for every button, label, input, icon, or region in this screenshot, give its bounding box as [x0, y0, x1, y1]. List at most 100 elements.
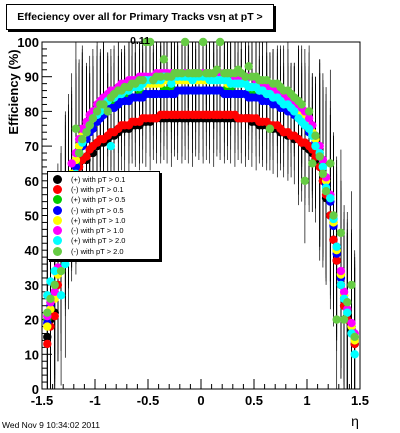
data-point-series-1 — [82, 152, 91, 161]
y-tick-label: 10 — [25, 347, 39, 362]
data-point-series-5 — [339, 287, 349, 297]
data-point-series-7 — [194, 69, 204, 78]
legend-entry: (-) with pT > 1.0 — [51, 225, 156, 236]
data-point-series-7 — [56, 266, 66, 276]
data-point-series-1 — [50, 311, 59, 321]
data-point-series-6 — [304, 124, 314, 133]
data-point-series-7 — [332, 315, 341, 324]
data-point-series-7 — [336, 228, 346, 238]
y-tick-label: 70 — [25, 139, 39, 154]
x-tick-label: -0.5 — [137, 393, 159, 408]
x-axis-label: η — [351, 413, 359, 429]
data-point-series-6 — [326, 193, 335, 203]
legend-marker — [53, 184, 62, 194]
data-point-series-7 — [92, 107, 102, 116]
data-point-series-7 — [321, 187, 331, 196]
legend-label: (+) with pT > 0.1 — [71, 174, 126, 184]
legend-label: (-) with pT > 1.0 — [71, 226, 124, 236]
data-point-series-5 — [50, 287, 59, 297]
legend-entry: (+) with pT > 2.0 — [51, 236, 156, 246]
legend-marker — [53, 205, 62, 215]
data-point-series-7 — [241, 72, 250, 81]
data-point-series-7 — [103, 107, 112, 116]
data-point-series-7 — [304, 107, 314, 116]
data-point-series-7 — [265, 124, 275, 133]
data-point-series-0 — [43, 332, 52, 342]
y-tick-labels: 0 10 20 30 40 50 60 70 80 90 100 — [17, 35, 39, 397]
data-point-series-7 — [212, 65, 222, 74]
legend-label: (-) with pT > 2.0 — [71, 246, 124, 256]
data-point-series-7 — [244, 62, 253, 71]
data-point-series-6 — [343, 308, 352, 317]
data-point-series-6 — [167, 79, 176, 88]
data-point-series-7 — [350, 332, 359, 342]
x-tick-label: -1.5 — [31, 393, 53, 408]
data-point-series-7 — [99, 100, 108, 109]
data-point-series-6 — [311, 141, 320, 151]
chart-title: Effeciency over all for Primary Tracks v… — [6, 4, 274, 47]
legend-marker — [53, 226, 62, 236]
legend-label: (+) with pT > 0.5 — [71, 195, 126, 205]
data-point-series-7 — [46, 294, 55, 303]
data-point-series-7 — [311, 131, 320, 140]
x-tick-label: 1.5 — [351, 393, 369, 408]
legend-label: (+) with pT > 1.0 — [71, 215, 126, 225]
legend-label: (+) with pT > 2.0 — [71, 236, 126, 246]
legend-label: (-) with pT > 0.1 — [71, 184, 124, 194]
data-point-series-5 — [347, 318, 356, 328]
y-tick-label: 40 — [25, 243, 39, 258]
y-tick-label: 20 — [25, 313, 39, 328]
y-axis-label: Efficiency (%) — [6, 49, 21, 134]
legend-label: (-) with pT > 0.5 — [71, 205, 124, 215]
legend-marker — [53, 174, 62, 184]
data-point-series-7 — [180, 37, 190, 47]
data-point-series-6 — [350, 350, 359, 359]
data-point-series-6 — [50, 266, 59, 276]
data-point-series-7 — [198, 37, 208, 47]
legend-entry: (+) with pT > 0.1 — [51, 174, 156, 184]
data-point-series-7 — [50, 280, 59, 290]
data-point-series-7 — [347, 280, 356, 290]
legend-entry: (-) with pT > 0.1 — [51, 184, 156, 194]
legend-marker — [53, 195, 62, 205]
data-point-series-6 — [61, 259, 70, 269]
data-point-series-7 — [78, 134, 87, 144]
x-tick-label: -1 — [89, 393, 101, 408]
x-tick-label: 1 — [303, 393, 310, 408]
data-point-series-7 — [215, 37, 225, 47]
data-point-series-7 — [297, 100, 306, 109]
legend-entry: (-) with pT > 0.5 — [51, 205, 156, 215]
data-point-series-7 — [82, 128, 91, 137]
data-point-series-7 — [343, 298, 352, 307]
y-tick-label: 50 — [25, 209, 39, 224]
y-tick-label: 100 — [17, 35, 39, 50]
data-point-series-7 — [43, 308, 52, 317]
data-point-series-5 — [336, 266, 346, 276]
data-point-series-7 — [71, 124, 81, 133]
y-tick-label: 80 — [25, 104, 39, 119]
legend-entry: (+) with pT > 1.0 — [51, 215, 156, 225]
data-point-series-5 — [304, 114, 314, 123]
data-point-series-6 — [290, 107, 299, 116]
data-point-series-7 — [315, 152, 324, 161]
data-points — [43, 37, 359, 359]
data-point-series-6 — [106, 141, 116, 151]
legend-marker — [53, 215, 62, 225]
legend-marker — [53, 246, 62, 256]
y-tick-label: 60 — [25, 174, 39, 189]
y-tick-label: 30 — [25, 278, 39, 293]
data-point-series-7 — [156, 72, 165, 81]
data-point-series-1 — [329, 235, 338, 244]
data-point-series-7 — [138, 75, 147, 85]
y-tick-label: 90 — [25, 70, 39, 85]
data-point-series-7 — [159, 55, 169, 64]
data-point-series-7 — [145, 37, 155, 47]
data-point-series-6 — [56, 291, 66, 300]
x-tick-labels: -1.5 -1 -0.5 0 0.5 1 1.5 — [31, 393, 369, 408]
data-point-series-7 — [300, 176, 310, 185]
legend-marker — [53, 236, 62, 246]
data-point-series-1 — [332, 256, 341, 265]
data-point-series-6 — [318, 162, 328, 172]
x-tick-label: 0.5 — [245, 393, 263, 408]
data-point-series-7 — [74, 148, 84, 158]
